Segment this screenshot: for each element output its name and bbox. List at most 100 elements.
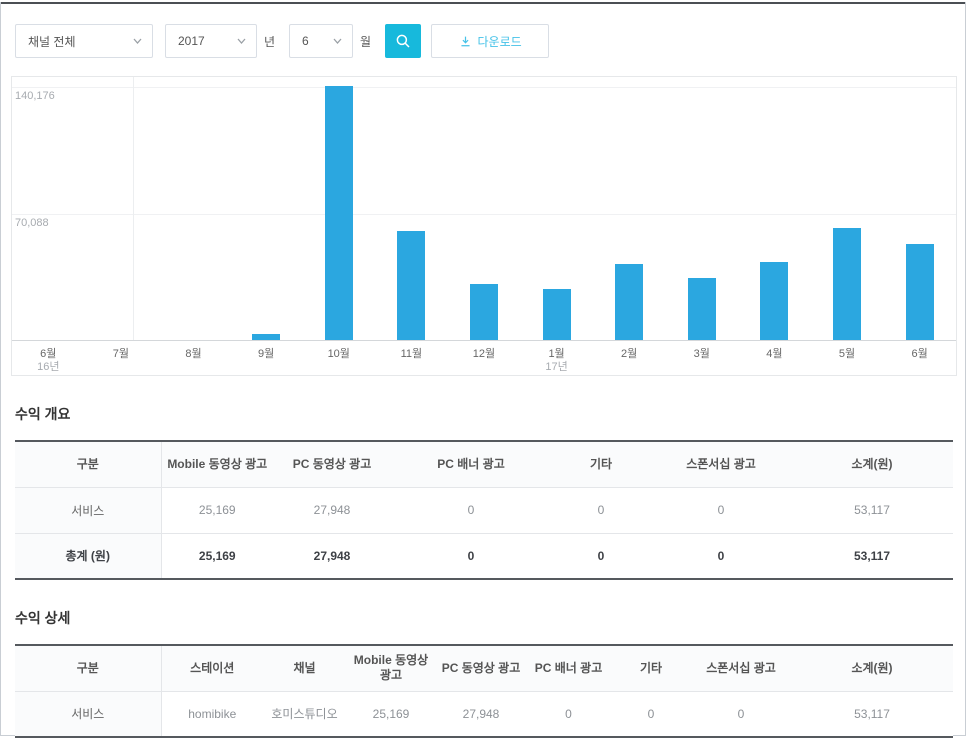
chart-bar[interactable] (833, 228, 861, 340)
x-axis-year-label: 16년 (12, 361, 85, 374)
chart-bar[interactable] (543, 289, 571, 340)
table-row: 서비스homibike호미스튜디오25,16927,94800053,117 (15, 691, 953, 737)
detail-header-cell: Mobile 동영상 광고 (346, 645, 436, 691)
chart-bar-cell (883, 77, 956, 340)
x-axis-year-label: 17년 (520, 361, 593, 374)
chart-bar[interactable] (325, 86, 353, 340)
month-select-value: 6 (302, 34, 309, 48)
chart-bar[interactable] (615, 264, 643, 340)
chart-bar-cell (738, 77, 811, 340)
detail-header-cell: 기타 (611, 645, 691, 691)
overview-cell: 27,948 (273, 487, 391, 533)
x-axis-label-cell: 10월 (302, 342, 375, 376)
chart-bar-cell (811, 77, 884, 340)
chart-bar[interactable] (470, 284, 498, 340)
detail-cell: 53,117 (791, 691, 953, 737)
x-axis-month-label: 4월 (738, 348, 811, 360)
overview-row-label: 서비스 (15, 487, 161, 533)
chart-bar-cell (85, 77, 158, 340)
detail-header-cell: 구분 (15, 645, 161, 691)
chart-bar-cell (665, 77, 738, 340)
filter-toolbar: 채널 전체 2017 년 6 월 다운로드 (15, 24, 965, 58)
x-axis-month-label: 11월 (375, 348, 448, 360)
detail-header-cell: 스테이션 (161, 645, 263, 691)
overview-header-cell: PC 동영상 광고 (273, 441, 391, 487)
detail-cell: 호미스튜디오 (263, 691, 346, 737)
page-top-rule (1, 2, 965, 4)
x-axis-month-label: 1월 (520, 348, 593, 360)
chart-bar-cell (448, 77, 521, 340)
x-axis-month-label: 9월 (230, 348, 303, 360)
x-axis-month-label: 5월 (811, 348, 884, 360)
chart-bar[interactable] (397, 231, 425, 340)
overview-cell: 0 (651, 533, 791, 579)
overview-cell: 0 (391, 487, 551, 533)
detail-header-cell: PC 배너 광고 (526, 645, 611, 691)
chart-bar-cell (230, 77, 303, 340)
detail-cell: 0 (691, 691, 791, 737)
overview-header-cell: 스폰서십 광고 (651, 441, 791, 487)
overview-table-body: 서비스25,16927,94800053,117총계 (원)25,16927,9… (15, 487, 953, 579)
detail-header-cell: PC 동영상 광고 (436, 645, 526, 691)
detail-cell: 0 (526, 691, 611, 737)
overview-header-cell: Mobile 동영상 광고 (161, 441, 273, 487)
chart-bar[interactable] (906, 244, 934, 340)
overview-cell: 0 (391, 533, 551, 579)
year-select-value: 2017 (178, 34, 205, 48)
chart-bar-cell (375, 77, 448, 340)
x-axis-label-cell: 5월 (811, 342, 884, 376)
x-axis-label-cell: 7월 (85, 342, 158, 376)
y-axis-tick-upper: 140,176 (15, 90, 55, 102)
detail-section-title: 수익 상세 (15, 608, 965, 628)
detail-table-body: 서비스homibike호미스튜디오25,16927,94800053,117 (15, 691, 953, 737)
chevron-down-icon (237, 38, 246, 44)
month-unit-label: 월 (360, 33, 371, 50)
overview-cell: 53,117 (791, 487, 953, 533)
chart-bar-cell (593, 77, 666, 340)
overview-header-cell: 기타 (551, 441, 651, 487)
search-icon (394, 32, 412, 50)
overview-header-cell: 구분 (15, 441, 161, 487)
x-axis-label-cell: 8월 (157, 342, 230, 376)
channel-select[interactable]: 채널 전체 (15, 24, 153, 58)
x-axis-label-cell: 3월 (665, 342, 738, 376)
chart-x-axis: 6월16년7월8월9월10월11월12월1월17년2월3월4월5월6월 (12, 342, 956, 376)
x-axis-month-label: 6월 (12, 348, 85, 360)
detail-cell: 0 (611, 691, 691, 737)
overview-cell: 0 (651, 487, 791, 533)
chart-plot: 140,176 70,088 (12, 77, 956, 341)
overview-cell: 25,169 (161, 487, 273, 533)
overview-cell: 53,117 (791, 533, 953, 579)
download-button[interactable]: 다운로드 (431, 24, 549, 58)
y-axis-tick-mid: 70,088 (15, 217, 49, 229)
detail-header-cell: 스폰서십 광고 (691, 645, 791, 691)
detail-header-cell: 채널 (263, 645, 346, 691)
year-select[interactable]: 2017 (165, 24, 257, 58)
x-axis-label-cell: 11월 (375, 342, 448, 376)
search-button[interactable] (385, 24, 421, 58)
detail-table-head: 구분스테이션채널Mobile 동영상 광고PC 동영상 광고PC 배너 광고기타… (15, 645, 953, 691)
x-axis-label-cell: 6월 (883, 342, 956, 376)
overview-table-head: 구분Mobile 동영상 광고PC 동영상 광고PC 배너 광고기타스폰서십 광… (15, 441, 953, 487)
chart-bar-cell (520, 77, 593, 340)
chart-bar[interactable] (760, 262, 788, 340)
x-axis-label-cell: 6월16년 (12, 342, 85, 376)
x-axis-month-label: 2월 (593, 348, 666, 360)
chart-bar-cell (12, 77, 85, 340)
x-axis-month-label: 7월 (85, 348, 158, 360)
month-select[interactable]: 6 (289, 24, 353, 58)
overview-cell: 0 (551, 533, 651, 579)
table-row: 총계 (원)25,16927,94800053,117 (15, 533, 953, 579)
x-axis-month-label: 10월 (302, 348, 375, 360)
overview-table: 구분Mobile 동영상 광고PC 동영상 광고PC 배너 광고기타스폰서십 광… (15, 440, 953, 580)
chart-bar[interactable] (252, 334, 280, 340)
x-axis-label-cell: 4월 (738, 342, 811, 376)
detail-cell: homibike (161, 691, 263, 737)
detail-header-cell: 소계(원) (791, 645, 953, 691)
chart-bar[interactable] (688, 278, 716, 340)
x-axis-label-cell: 1월17년 (520, 342, 593, 376)
x-axis-month-label: 12월 (448, 348, 521, 360)
overview-row-label: 총계 (원) (15, 533, 161, 579)
channel-select-value: 채널 전체 (28, 33, 76, 50)
chevron-down-icon (333, 38, 342, 44)
